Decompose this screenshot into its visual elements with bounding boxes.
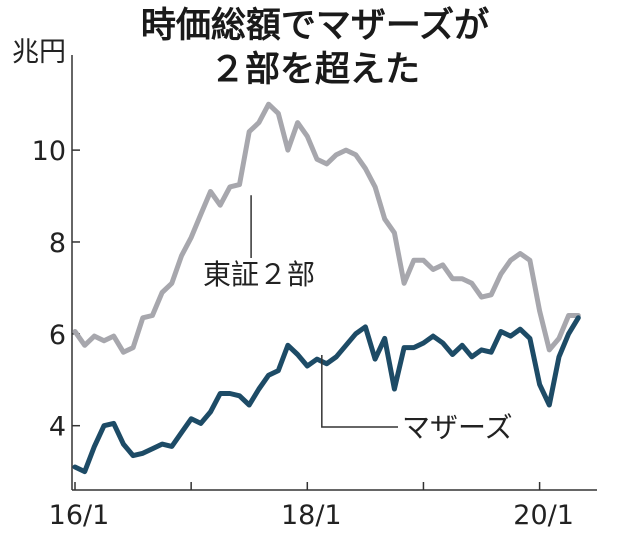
x-tick-label: 16/1 bbox=[49, 500, 110, 531]
series-label-mothers: マザーズ bbox=[402, 411, 513, 444]
series-label-tosho2: 東証２部 bbox=[203, 258, 315, 291]
y-tick-label: 8 bbox=[49, 228, 66, 259]
chart-title: 時価総額でマザーズが ２部を超えた bbox=[0, 4, 630, 92]
series-lines bbox=[72, 101, 581, 475]
y-tick-label: 10 bbox=[32, 136, 66, 167]
y-tick-label: 6 bbox=[49, 320, 66, 351]
y-axis-unit: 兆円 bbox=[12, 37, 66, 68]
leader-line-mothers bbox=[321, 355, 398, 428]
chart-title-line2: ２部を超えた bbox=[209, 50, 420, 90]
chart-title-line1: 時価総額でマザーズが bbox=[140, 6, 490, 46]
series-line-tosho2 bbox=[72, 101, 581, 355]
x-tick-label: 18/1 bbox=[281, 500, 342, 531]
axes: 4 6 8 10 16/1 18/1 20/1 bbox=[32, 55, 597, 531]
y-tick-label: 4 bbox=[49, 412, 66, 443]
series-line-mothers bbox=[72, 315, 581, 475]
x-tick-label: 20/1 bbox=[513, 500, 574, 531]
